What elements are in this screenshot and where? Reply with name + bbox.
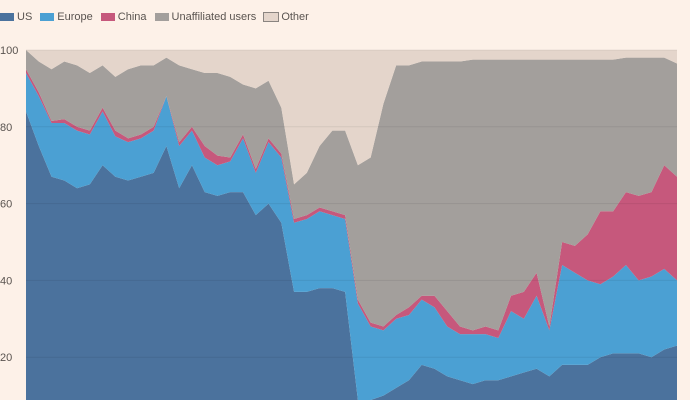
y-tick-label: 40 (0, 275, 12, 287)
area-europe (26, 73, 677, 400)
area-us (26, 111, 677, 400)
y-tick-label: 100 (0, 45, 18, 57)
area-other (26, 50, 677, 185)
legend-item-us: US (0, 11, 32, 23)
area-unaffiliated-users (26, 50, 677, 331)
legend-item-other: Other (263, 11, 309, 23)
legend: US Europe China Unaffiliated users Other (0, 11, 309, 23)
legend-label: Unaffiliated users (171, 11, 257, 23)
y-tick-label: 80 (0, 122, 12, 134)
legend-label: Europe (57, 11, 93, 23)
legend-swatch-europe (40, 13, 55, 21)
legend-swatch-unaffiliated-users (154, 13, 169, 21)
legend-item-unaffiliated-users: Unaffiliated users (154, 11, 257, 23)
legend-item-europe: Europe (40, 11, 93, 23)
legend-swatch-other (263, 12, 280, 22)
legend-item-china: China (100, 11, 147, 23)
legend-swatch-china (100, 13, 115, 21)
y-tick-label: 60 (0, 199, 12, 211)
legend-swatch-us (0, 13, 14, 21)
legend-label: US (17, 11, 33, 23)
y-tick-label: 20 (0, 352, 12, 364)
legend-label: Other (281, 11, 309, 23)
legend-label: China (117, 11, 147, 23)
